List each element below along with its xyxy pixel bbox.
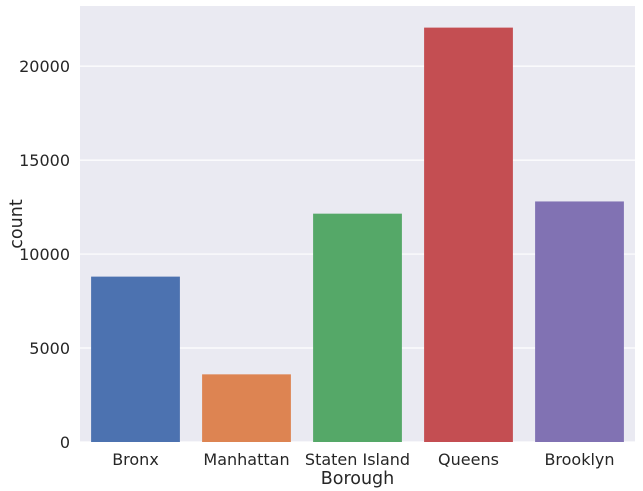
y-tick-label: 15000 — [19, 151, 70, 170]
y-tick-label: 0 — [60, 433, 70, 452]
bar-queens — [424, 27, 513, 443]
x-tick-label: Bronx — [112, 450, 159, 469]
y-tick-labels: 0 5000 10000 15000 20000 — [19, 57, 70, 452]
x-tick-labels: Bronx Manhattan Staten Island Queens Brookly… — [112, 450, 614, 469]
y-tick-label: 10000 — [19, 245, 70, 264]
bar-staten-island — [313, 213, 402, 442]
y-tick-label: 5000 — [29, 339, 70, 358]
x-tick-label: Brooklyn — [544, 450, 614, 469]
bar-bronx — [91, 276, 180, 442]
bar-brooklyn — [535, 201, 624, 442]
x-tick-label: Manhattan — [203, 450, 289, 469]
x-tick-label: Staten Island — [305, 450, 410, 469]
y-axis-title: count — [7, 199, 27, 249]
bar-manhattan — [202, 374, 291, 442]
x-tick-label: Queens — [438, 450, 499, 469]
bars — [91, 27, 624, 443]
y-tick-label: 20000 — [19, 57, 70, 76]
x-axis-title: Borough — [321, 469, 395, 489]
